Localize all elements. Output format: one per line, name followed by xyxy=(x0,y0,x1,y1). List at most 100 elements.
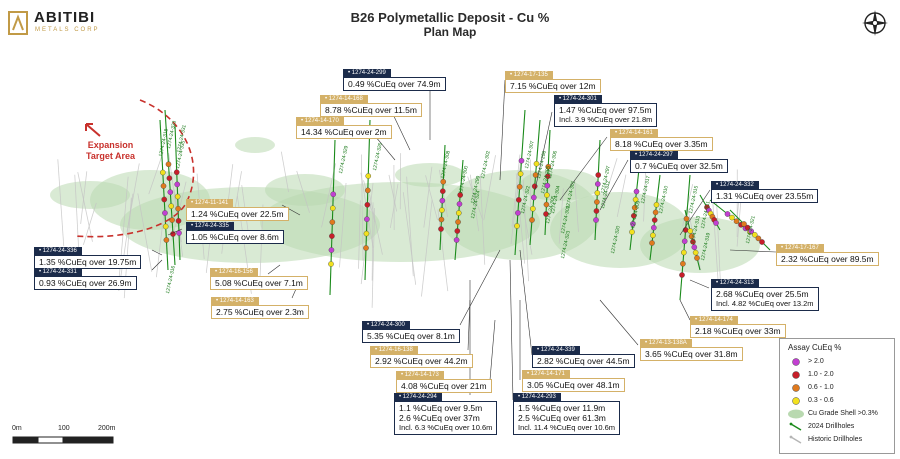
assay-point xyxy=(688,233,695,240)
assay-point xyxy=(161,196,168,203)
grade-shell-4 xyxy=(90,170,210,230)
assay-point xyxy=(328,261,334,267)
assay-point xyxy=(329,205,336,211)
callout-value: 3.05 %CuEq over 48.1m xyxy=(527,380,620,390)
assay-point xyxy=(516,184,523,190)
callout-hole-id: • 1274-11-141 xyxy=(186,199,234,207)
callout-1274-24-331: • 1274-24-331 0.93 %CuEq over 26.9m xyxy=(34,265,137,290)
grade-shells xyxy=(50,137,760,273)
map-title: B26 Polymetallic Deposit - Cu % xyxy=(350,10,550,25)
callout-1274-14-161: • 1274-14-161 8.18 %CuEq over 3.35m xyxy=(610,126,713,151)
grade-shell-8 xyxy=(235,137,275,153)
assay-point xyxy=(455,210,462,216)
assay-point xyxy=(752,231,758,238)
leader-line xyxy=(509,259,514,401)
historic-hole xyxy=(57,159,65,247)
legend-swatch-dot xyxy=(792,358,800,366)
drillhole-2024-3 xyxy=(329,139,336,296)
assay-point xyxy=(456,201,463,207)
map-subtitle: Plan Map xyxy=(423,25,477,39)
company-logo: ABITIBI METALS CORP xyxy=(8,8,148,42)
assay-point xyxy=(364,216,370,222)
grade-shell-7 xyxy=(265,174,345,206)
callout-body: 1.31 %CuEq over 23.55m xyxy=(711,189,819,203)
callout-hole-id: • 1274-14-174 xyxy=(690,316,738,324)
historic-hole xyxy=(402,192,417,285)
callout-hole-id: • 1274-24-339 xyxy=(532,346,580,354)
legend-item-label: > 2.0 xyxy=(808,358,824,365)
assay-point xyxy=(681,238,688,245)
historic-hole xyxy=(339,182,347,268)
callout-body: 5.35 %CuEq over 8.1m xyxy=(362,329,460,343)
assay-point xyxy=(514,223,520,229)
callout-value: 1.47 %CuEq over 97.5m xyxy=(559,105,652,115)
callout-body: 1.35 %CuEq over 19.75m xyxy=(34,255,142,269)
expansion-target-outline xyxy=(74,99,195,238)
assay-point xyxy=(328,247,335,253)
historic-hole xyxy=(148,152,164,195)
assay-point xyxy=(649,240,655,246)
callout-hole-id: • 1274-14-171 xyxy=(522,370,570,378)
callout-value: 1.24 %CuEq over 22.5m xyxy=(191,209,284,219)
callout-body: 3.05 %CuEq over 48.1m xyxy=(522,378,625,392)
callout-value: 0.7 %CuEq over 32.5m xyxy=(635,161,723,171)
assay-point xyxy=(515,210,521,216)
historic-hole xyxy=(423,166,433,228)
callout-value: 5.35 %CuEq over 8.1m xyxy=(367,331,455,341)
assay-point xyxy=(544,182,551,189)
grade-shell-6 xyxy=(50,181,130,209)
callout-hole-id: • 1274-17-167 xyxy=(776,244,824,252)
assay-point xyxy=(741,221,747,227)
callout-1274-24-300: • 1274-24-300 5.35 %CuEq over 8.1m xyxy=(362,318,460,343)
drillhole-2024-2 xyxy=(174,124,181,261)
leader-line xyxy=(599,159,629,211)
drillhole-2024-8 xyxy=(529,119,541,246)
assay-point xyxy=(455,219,461,225)
historic-hole xyxy=(280,151,289,193)
legend-swatch-line xyxy=(790,423,802,431)
assay-point xyxy=(168,203,174,209)
assay-point xyxy=(691,244,698,250)
callout-value: 0.93 %CuEq over 26.9m xyxy=(39,278,132,288)
callout-1274-24-336: • 1274-24-336 1.35 %CuEq over 19.75m xyxy=(34,244,142,269)
assay-point xyxy=(453,237,460,243)
assay-point xyxy=(630,221,636,227)
scale-label-200: 200m xyxy=(98,425,116,432)
leader-line xyxy=(679,299,691,321)
assay-point xyxy=(748,228,755,234)
callout-body: 2.75 %CuEq over 2.3m xyxy=(211,305,309,319)
leader-line xyxy=(151,249,163,256)
callout-body: 4.08 %CuEq over 21m xyxy=(396,379,492,393)
callout-1274-16-156: • 1274-16-156 5.08 %CuEq over 7.1m xyxy=(210,265,308,290)
callout-hole-id: • 1274-24-331 xyxy=(34,268,82,276)
callout-hole-id: • 1274-24-301 xyxy=(554,95,602,103)
callout-1274-14-170: • 1274-14-170 14.34 %CuEq over 2m xyxy=(296,114,392,139)
callout-body: 8.18 %CuEq over 3.35m xyxy=(610,137,713,151)
logo-mark-icon xyxy=(8,11,28,35)
callout-1274-24-339: • 1274-24-339 2.82 %CuEq over 44.5m xyxy=(532,343,635,368)
assay-point xyxy=(650,232,656,239)
assay-point xyxy=(631,212,637,219)
assay-point xyxy=(167,189,174,195)
assay-point xyxy=(162,223,169,230)
assay-point xyxy=(595,181,601,187)
historic-hole xyxy=(358,200,361,269)
historic-hole xyxy=(321,163,336,228)
historic-hole xyxy=(360,154,364,261)
historic-hole xyxy=(425,175,438,221)
assay-point xyxy=(759,239,765,245)
callout-hole-id: • 1274-24-313 xyxy=(711,279,759,287)
assay-point xyxy=(364,201,371,208)
callout-1274-13-138A: • 1274-13-138A 3.65 %CuEq over 31.8m xyxy=(640,336,743,361)
historic-hole xyxy=(369,194,383,255)
callout-hole-id: • 1274-13-138A xyxy=(640,339,692,347)
callout-1274-14-174: • 1274-14-174 2.18 %CuEq over 33m xyxy=(690,313,786,338)
historic-hole xyxy=(371,202,374,281)
callout-hole-id: • 1274-24-299 xyxy=(343,69,391,77)
callout-hole-id: • 1274-24-297 xyxy=(630,151,678,159)
scale-label-0: 0m xyxy=(12,425,22,432)
callout-value: 8.78 %CuEq over 11.5m xyxy=(325,105,417,115)
historic-hole xyxy=(421,199,433,297)
callout-hole-id: • 1274-14-161 xyxy=(610,129,658,137)
callout-hole-id: • 1274-24-294 xyxy=(394,393,442,401)
